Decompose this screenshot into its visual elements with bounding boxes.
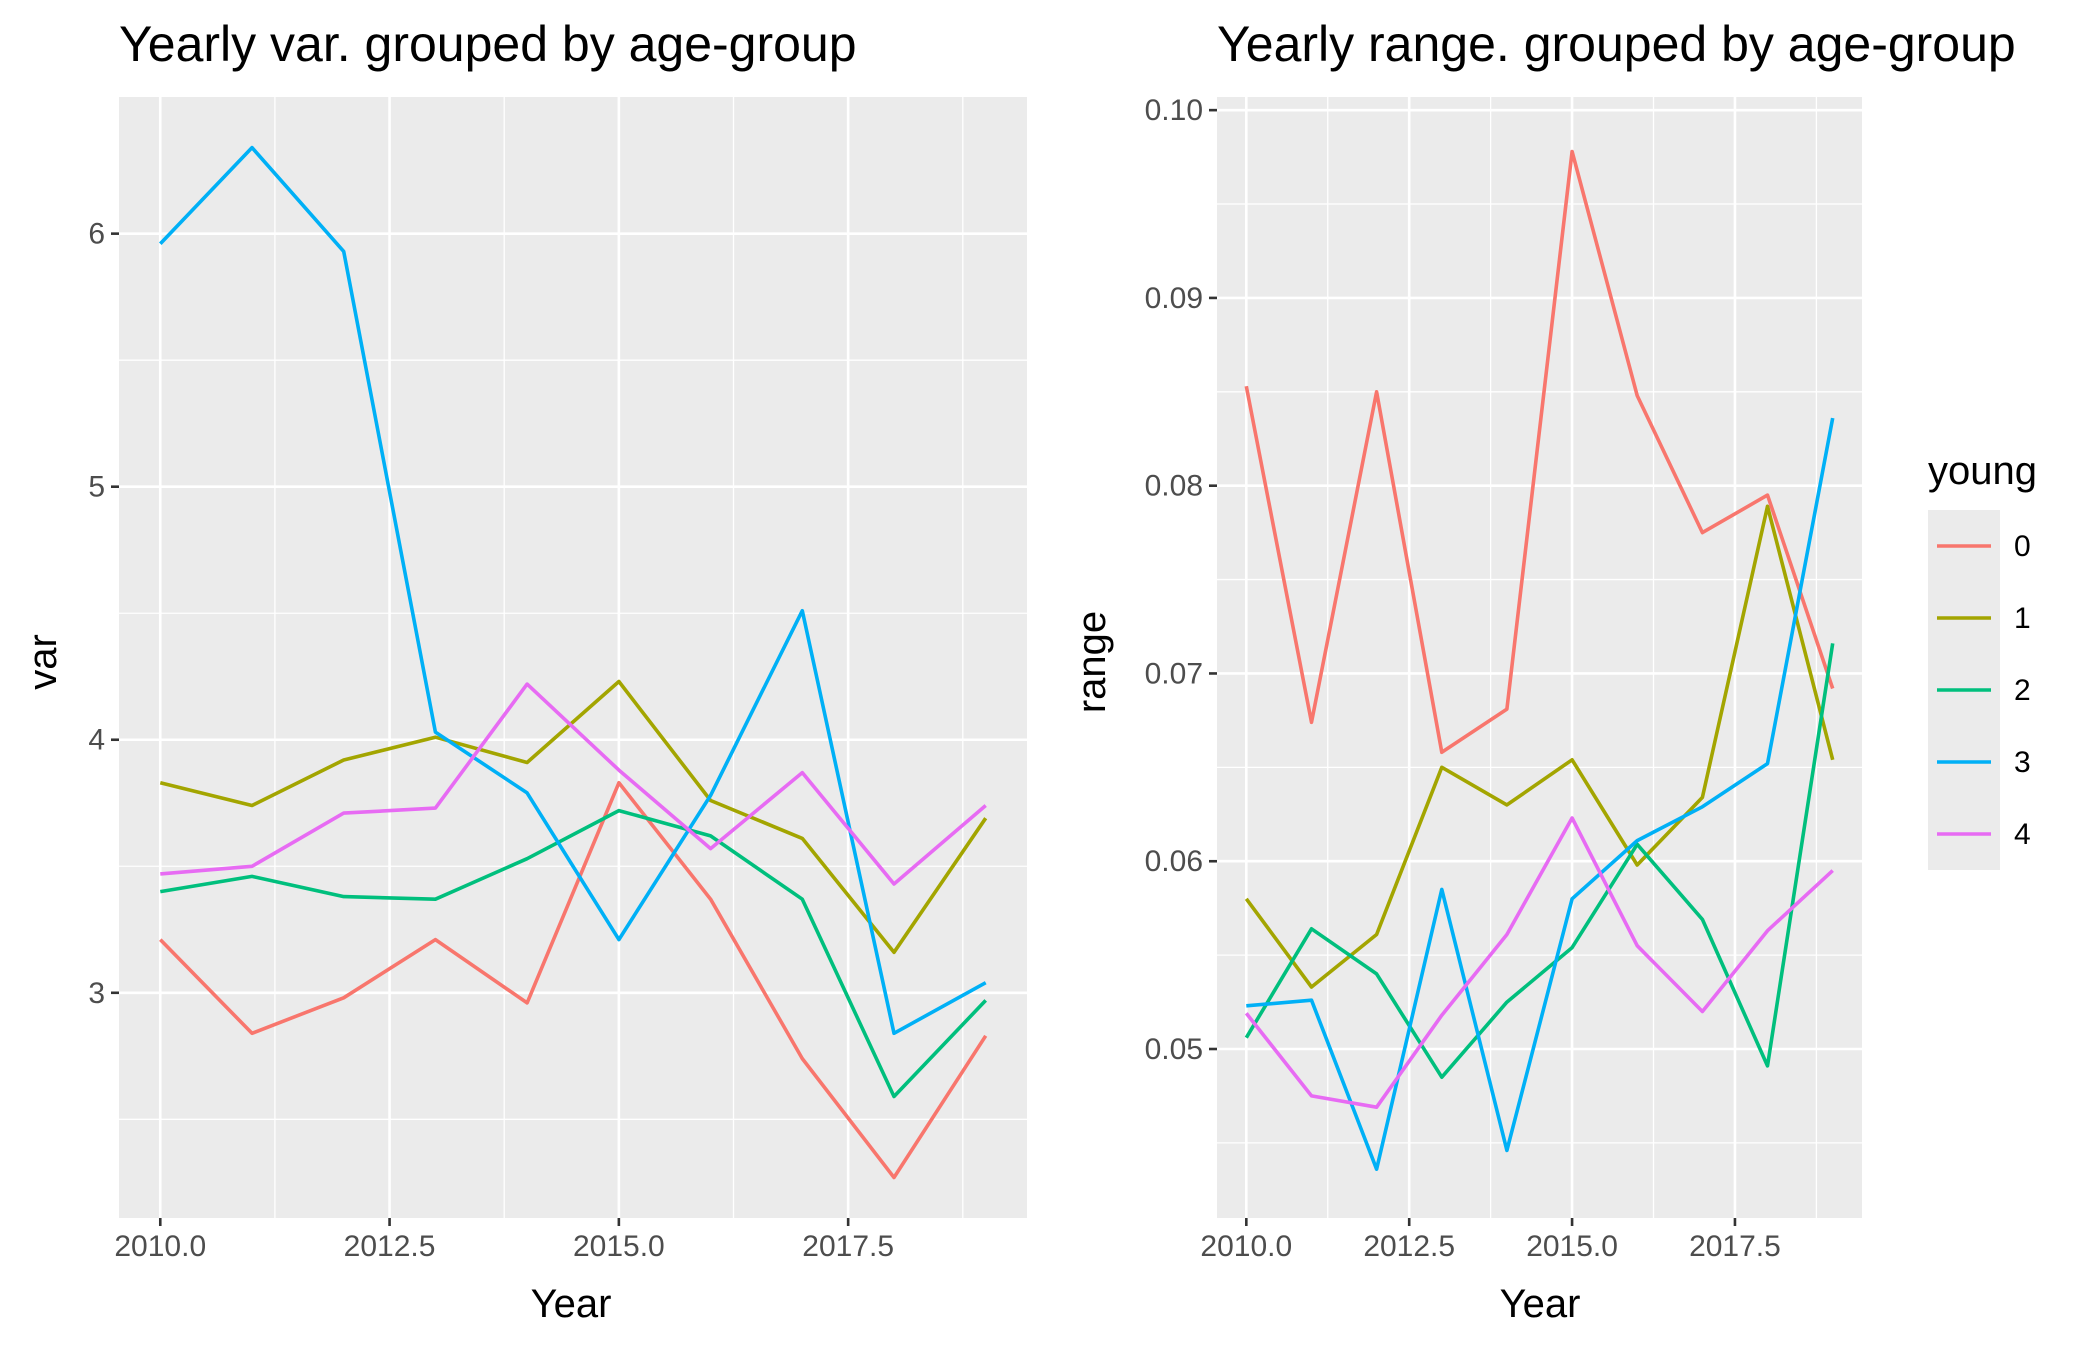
range-plot-x-tick-label: 2010.0 bbox=[1200, 1230, 1292, 1263]
range-plot-title: Yearly range. grouped by age-group bbox=[1217, 16, 2016, 72]
range-plot-series-line-3 bbox=[1246, 417, 1835, 1171]
range-plot-y-tick-label: 0.06 bbox=[1145, 845, 1203, 878]
range-plot-y-axis-title: range bbox=[1070, 611, 1114, 713]
var-plot-x-tick-label: 2012.5 bbox=[344, 1230, 436, 1263]
var-plot-y-tick-label: 3 bbox=[88, 977, 105, 1010]
legend-label-4: 4 bbox=[2014, 818, 2031, 851]
var-plot-series-line-4 bbox=[160, 682, 987, 886]
var-plot-panel: Yearly var. grouped by age-group var Yea… bbox=[21, 16, 1027, 1326]
var-plot-x-axis-title: Year bbox=[531, 1282, 612, 1326]
legend-label-0: 0 bbox=[2014, 530, 2031, 563]
range-plot-y-tick-label: 0.10 bbox=[1145, 94, 1203, 127]
range-plot-y-tick-label: 0.09 bbox=[1145, 282, 1203, 315]
var-plot-x-tick-label: 2010.0 bbox=[114, 1230, 206, 1263]
legend-label-2: 2 bbox=[2014, 674, 2031, 707]
range-plot-series-line-4 bbox=[1244, 816, 1834, 1109]
range-plot-x-tick-label: 2015.0 bbox=[1526, 1230, 1618, 1263]
var-plot-title: Yearly var. grouped by age-group bbox=[119, 16, 857, 72]
var-plot-x-tick-label: 2017.5 bbox=[802, 1230, 894, 1263]
legend: young 0 1 2 3 4 bbox=[1928, 449, 2037, 870]
legend-label-3: 3 bbox=[2014, 746, 2031, 779]
var-plot-y-axis-title: var bbox=[21, 634, 65, 690]
range-plot-y-tick-label: 0.08 bbox=[1145, 470, 1203, 503]
range-plot-series-line-0 bbox=[1244, 149, 1835, 755]
var-plot-series-line-2 bbox=[160, 808, 988, 1099]
range-plot-x-axis-title: Year bbox=[1500, 1282, 1581, 1326]
var-plot-y-tick-label: 6 bbox=[88, 218, 105, 251]
var-plot-background bbox=[119, 97, 1027, 1218]
range-plot-y-tick-label: 0.05 bbox=[1145, 1033, 1203, 1066]
var-plot-x-tick-label: 2015.0 bbox=[573, 1230, 665, 1263]
range-plot-panel: Yearly range. grouped by age-group range… bbox=[1070, 16, 2016, 1326]
var-plot-y-tick-label: 5 bbox=[88, 471, 105, 504]
range-plot-y-tick-label: 0.07 bbox=[1145, 657, 1203, 690]
var-plot-series-line-0 bbox=[159, 780, 988, 1180]
range-plot-series-line-1 bbox=[1244, 504, 1835, 989]
var-plot-series-line-3 bbox=[158, 145, 987, 1036]
var-plot-y-tick-label: 4 bbox=[88, 724, 105, 757]
legend-label-1: 1 bbox=[2014, 602, 2031, 635]
range-plot-x-tick-label: 2012.5 bbox=[1363, 1230, 1455, 1263]
var-plot-series-line-1 bbox=[159, 679, 988, 955]
range-plot-x-tick-label: 2017.5 bbox=[1689, 1230, 1781, 1263]
range-plot-series-line-2 bbox=[1244, 643, 1835, 1079]
legend-title: young bbox=[1928, 449, 2037, 493]
